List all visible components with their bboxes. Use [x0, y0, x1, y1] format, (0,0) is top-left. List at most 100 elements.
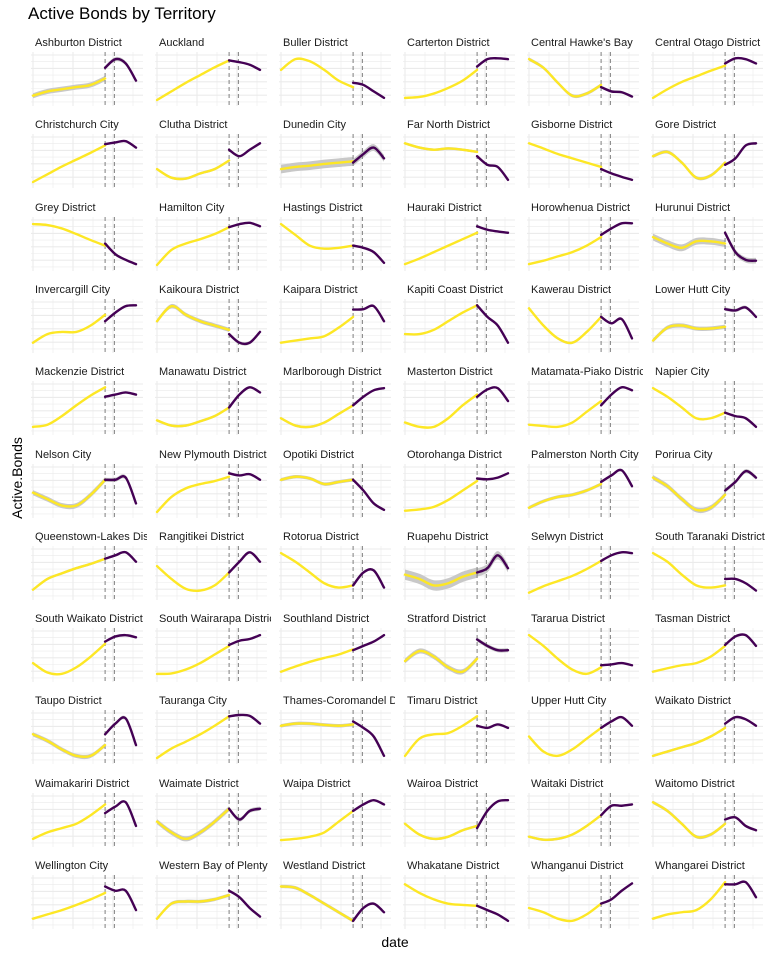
facet-plot: [31, 134, 143, 189]
pre-trend-line: [403, 479, 479, 512]
facet-panel: Hurunui District: [651, 202, 767, 272]
facet-plot: [527, 875, 639, 929]
post-trend-line: [103, 241, 138, 265]
facet-strip-label: Manawatu District: [159, 366, 247, 379]
facet-panel: South Taranaki District: [651, 531, 767, 601]
confidence-ribbon-pre: [653, 552, 726, 589]
facet-plot: [31, 628, 143, 683]
facet-strip-label: Opotiki District: [283, 448, 354, 461]
chart-title: Active Bonds by Territory: [28, 4, 216, 23]
facet-strip-label: Hauraki District: [407, 201, 482, 214]
facet-strip-label: Carterton District: [407, 37, 490, 49]
post-trend-line: [599, 882, 634, 905]
post-trend-line: [723, 577, 758, 592]
facet-plot: [651, 463, 763, 518]
facet-plot: [279, 710, 391, 765]
facet-plot: [279, 381, 391, 436]
facet-strip-label: Grey District: [35, 201, 96, 214]
facet-strip-label: Waipa District: [283, 777, 351, 790]
facet-plot: [155, 134, 267, 189]
facet-panel: Kaikoura District: [155, 284, 271, 354]
facet-panel: Thames-Coromandel District: [279, 695, 395, 765]
facet-panel: Tasman District: [651, 613, 767, 683]
confidence-ribbon-pre: [529, 306, 602, 345]
facet-strip-label: Nelson City: [35, 448, 92, 461]
facet-plot: [155, 216, 267, 271]
post-trend-line: [103, 716, 138, 747]
post-trend-line: [723, 469, 758, 492]
facet-strip-label: Queenstown-Lakes District: [35, 530, 147, 543]
post-trend-line: [475, 386, 510, 403]
pre-trend-line: [403, 303, 479, 336]
pre-trend-line: [31, 891, 107, 920]
facet-strip-label: Gisborne District: [531, 119, 613, 132]
facet-panel: Clutha District: [155, 119, 271, 189]
facet-panel: Grey District: [31, 202, 147, 272]
facet-panel: Matamata-Piako District: [527, 366, 643, 436]
facet-strip-label: Horowhenua District: [531, 201, 631, 214]
facet-panel: Waimate District: [155, 778, 271, 848]
facet-strip-label: Invercargill City: [35, 283, 111, 296]
facet-panel: Central Otago District: [651, 37, 767, 107]
facet-plot: [31, 792, 143, 847]
facet-plot: [527, 216, 639, 271]
pre-trend-line: [31, 77, 107, 97]
facet-plot: [155, 52, 267, 106]
facet-strip-label: Wairoa District: [407, 777, 479, 790]
pre-trend-line: [403, 649, 479, 674]
facet-plot: [403, 134, 515, 189]
facet-strip-label: Otorohanga District: [407, 448, 502, 461]
facet-strip-label: Waikato District: [655, 695, 731, 708]
post-trend-line: [599, 221, 634, 236]
facet-panel: Far North District: [403, 119, 519, 189]
facet-plot: [651, 875, 763, 929]
confidence-ribbon-pre: [281, 222, 354, 250]
post-trend-line: [227, 330, 262, 345]
pre-trend-line: [31, 802, 107, 840]
facet-strip-label: Waitaki District: [531, 777, 604, 790]
facet-panel: Whanganui District: [527, 860, 643, 930]
confidence-ribbon-pre: [405, 567, 478, 591]
facet-panel: Napier City: [651, 366, 767, 436]
facet-plot: [155, 710, 267, 765]
post-trend-line: [351, 902, 386, 923]
facet-plot: [403, 216, 515, 271]
facet-strip-label: Kawerau District: [531, 283, 612, 296]
facet-plot: [155, 298, 267, 353]
facet-plot: [527, 298, 639, 353]
facet-plot: [651, 134, 763, 189]
confidence-ribbon-pre: [281, 884, 354, 923]
post-trend-line: [351, 567, 386, 589]
facet-plot: [31, 216, 143, 271]
facet-panel: Dunedin City: [279, 119, 395, 189]
facet-plot: [403, 52, 515, 106]
confidence-ribbon-pre: [653, 150, 726, 181]
post-trend-line: [723, 716, 758, 728]
facet-plot: [31, 381, 143, 436]
facet-panel: Opotiki District: [279, 449, 395, 519]
facet-plot: [403, 792, 515, 847]
pre-trend-line: [155, 304, 231, 331]
facet-panel: Hastings District: [279, 202, 395, 272]
facet-panel: Tauranga City: [155, 695, 271, 765]
facet-plot: [279, 628, 391, 683]
pre-trend-line: [651, 551, 727, 589]
post-trend-line: [103, 140, 138, 150]
facet-plot: [527, 381, 639, 436]
facet-panel: Gisborne District: [527, 119, 643, 189]
facet-plot: [403, 710, 515, 765]
post-trend-line: [103, 634, 138, 643]
facet-panel: Stratford District: [403, 613, 519, 683]
post-trend-line: [475, 798, 510, 829]
post-trend-line: [723, 815, 758, 832]
facet-strip-label: Kaikoura District: [159, 283, 240, 296]
pre-trend-line: [527, 727, 603, 758]
facet-plot: [527, 710, 639, 765]
post-trend-line: [351, 387, 386, 407]
post-trend-line: [599, 168, 634, 182]
pre-trend-line: [651, 387, 727, 421]
post-trend-line: [227, 634, 262, 647]
facet-strip-label: Mackenzie District: [35, 366, 125, 379]
post-trend-line: [351, 81, 386, 100]
facet-strip-label: Hastings District: [283, 201, 363, 214]
